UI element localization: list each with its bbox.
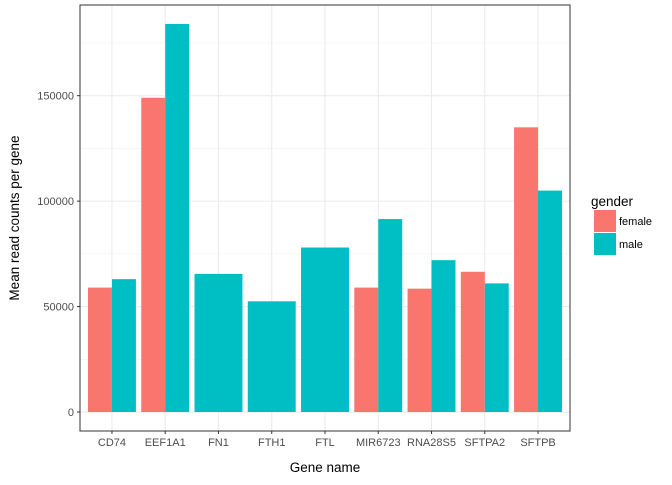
bar-cd74-male: [111, 279, 136, 413]
legend-swatch-female: [594, 210, 616, 232]
bar-mir6723-male: [378, 219, 403, 413]
bar-rna28s5-male: [431, 260, 456, 413]
bar-sftpa2-male: [484, 283, 509, 413]
y-tick-label: 0: [68, 407, 74, 419]
x-tick-label: FTL: [315, 437, 335, 449]
bar-rna28s5-female: [407, 288, 432, 413]
bar-sftpa2-female: [460, 271, 485, 413]
bar-fth1-male: [247, 301, 296, 413]
y-tick-label: 150000: [37, 91, 74, 103]
legend-swatch-male: [594, 233, 616, 255]
x-tick-label: FN1: [208, 437, 229, 449]
bars: [87, 23, 563, 413]
bar-cd74-female: [87, 287, 112, 413]
bar-eef1a1-male: [165, 23, 190, 413]
axis-ticks: 0 50000 100000 150000 CD74 EEF1A1 FN1 FTH1 FTL MI…: [37, 91, 555, 449]
legend-items: female male: [594, 210, 652, 255]
x-tick-label: RNA28S5: [407, 437, 456, 449]
bar-sftpb-male: [538, 190, 563, 413]
x-tick-label: FTH1: [258, 437, 286, 449]
x-tick-label: CD74: [98, 437, 126, 449]
y-tick-label: 50000: [43, 302, 74, 314]
bar-eef1a1-female: [141, 97, 166, 413]
y-axis-title: Mean read counts per gene: [7, 135, 22, 300]
x-tick-label: MIR6723: [356, 437, 401, 449]
bar-mir6723-female: [354, 287, 379, 413]
legend-label-male: male: [619, 239, 643, 251]
legend-label-female: female: [619, 216, 652, 228]
bar-fn1-male: [194, 273, 243, 413]
x-tick-label: EEF1A1: [145, 437, 186, 449]
x-tick-label: SFTPA2: [464, 437, 505, 449]
legend: gender female male: [591, 194, 652, 255]
legend-title: gender: [591, 194, 634, 209]
y-tick-label: 100000: [37, 196, 74, 208]
x-axis-title: Gene name: [290, 460, 361, 475]
x-tick-label: SFTPB: [520, 437, 555, 449]
bar-sftpb-female: [514, 127, 539, 413]
bar-ftl-male: [301, 247, 349, 413]
